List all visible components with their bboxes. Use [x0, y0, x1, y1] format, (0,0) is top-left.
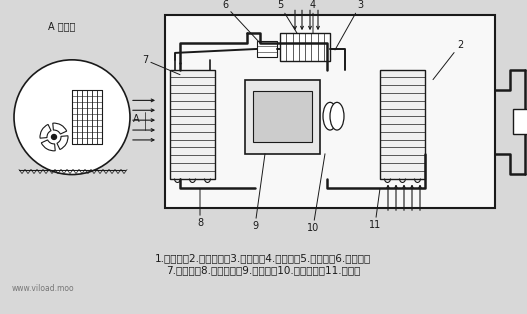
Text: 4: 4: [310, 0, 316, 33]
Bar: [170, 70, 215, 179]
Bar: [165, 15, 495, 208]
Text: 1: 1: [0, 313, 1, 314]
Circle shape: [52, 134, 56, 139]
Circle shape: [14, 60, 130, 175]
Text: 8: 8: [197, 188, 203, 228]
Bar: [253, 91, 312, 142]
Text: 1.暖流器；2.空调壳体；3.蒸发器；4.过滤网；5.过滤器；6.手细管；: 1.暖流器；2.空调壳体；3.蒸发器；4.过滤网；5.过滤器；6.手细管；: [155, 253, 371, 263]
Text: 7: 7: [142, 55, 180, 75]
Text: 2: 2: [433, 40, 463, 80]
Bar: [513, 109, 527, 134]
Bar: [380, 70, 425, 179]
Text: A: A: [133, 114, 139, 124]
Text: 5: 5: [277, 0, 297, 33]
Text: 9: 9: [252, 154, 265, 231]
Text: 10: 10: [307, 154, 325, 233]
Bar: [72, 89, 102, 144]
Bar: [280, 33, 330, 61]
Text: 7.冷凝器；8.排热风扇；9.电动机；10.离心风叶；11.接水盘: 7.冷凝器；8.排热风扇；9.电动机；10.离心风叶；11.接水盘: [166, 266, 360, 276]
Text: 6: 6: [222, 0, 260, 43]
Text: www.viload.moo: www.viload.moo: [12, 284, 75, 293]
Text: 3: 3: [335, 0, 363, 50]
Text: 11: 11: [369, 188, 381, 230]
Text: A 向视图: A 向视图: [48, 21, 76, 31]
Ellipse shape: [323, 102, 337, 130]
Bar: [245, 80, 320, 154]
Bar: [257, 41, 277, 57]
Ellipse shape: [330, 102, 344, 130]
